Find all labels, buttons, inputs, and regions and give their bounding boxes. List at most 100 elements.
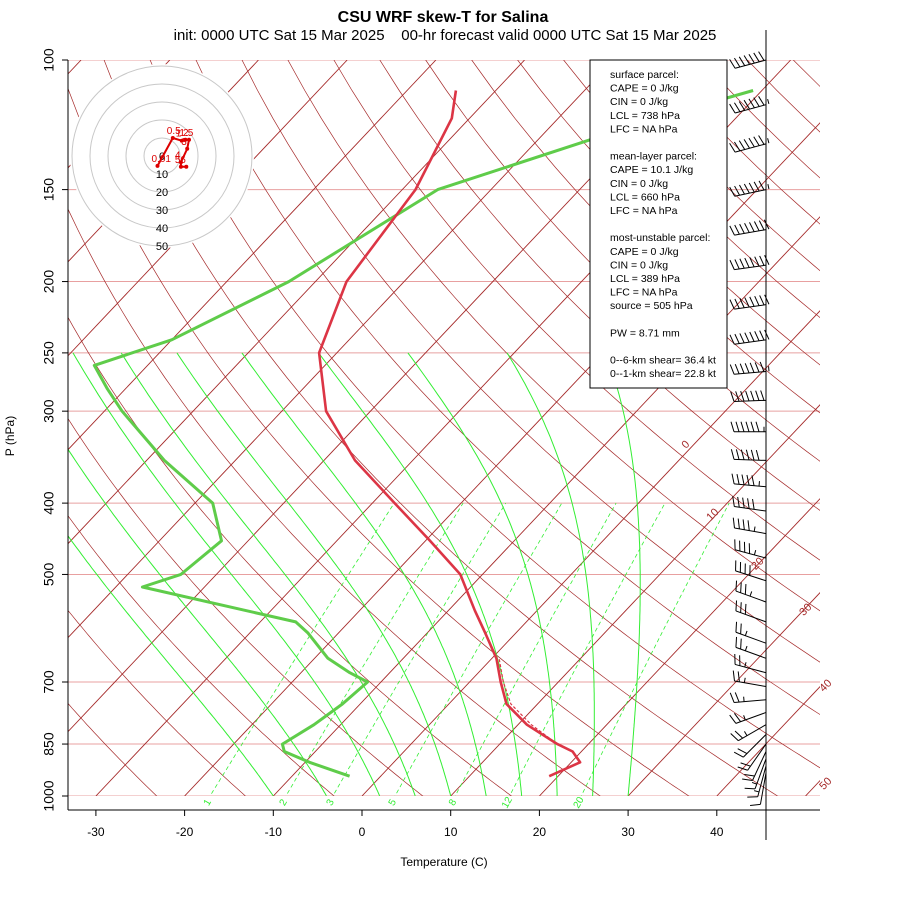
- x-tick-label: 20: [533, 825, 547, 839]
- mixing-ratio-line: [580, 502, 730, 796]
- isotherm-line: [68, 60, 703, 733]
- dry-adiabat: [68, 702, 158, 796]
- wind-barb: [732, 517, 767, 535]
- isotherm-line: [68, 60, 437, 451]
- info-box-line: CIN = 0 J/kg: [610, 178, 668, 190]
- y-tick-label: 250: [41, 341, 57, 365]
- isotherm-line: [68, 60, 525, 545]
- dry-adiabat: [195, 60, 820, 715]
- hodograph-ring: [107, 101, 217, 211]
- wind-barb: [735, 600, 767, 623]
- isotherm-line: [68, 60, 614, 639]
- hodograph-point: [185, 146, 190, 151]
- dry-adiabat: [792, 60, 820, 87]
- y-tick-label: 1000: [41, 780, 57, 811]
- info-box-line: CAPE = 10.1 J/kg: [610, 164, 693, 176]
- y-tick-label: 500: [41, 563, 57, 587]
- dry-adiabat: [149, 60, 820, 769]
- x-tick-label: -30: [87, 825, 105, 839]
- moist-adiabat: [176, 352, 452, 796]
- isotherm-line: [627, 592, 820, 796]
- hodograph-ring-label: 20: [156, 187, 168, 199]
- isotherm-line: [272, 216, 820, 796]
- moist-adiabat: [68, 448, 327, 796]
- hodograph-point: [178, 164, 183, 169]
- parcel-trace: [498, 658, 558, 745]
- y-tick-label: 300: [41, 399, 57, 423]
- wind-barb: [730, 390, 767, 402]
- mixing-ratio-line: [209, 502, 395, 796]
- dry-adiabat: [471, 60, 820, 414]
- info-box-line: source = 505 hPa: [610, 300, 693, 312]
- y-tick-label: 850: [41, 732, 57, 756]
- y-tick-label: 700: [41, 670, 57, 694]
- mixing-ratio-label: 20: [572, 795, 587, 811]
- hodograph-point: [187, 137, 191, 142]
- x-tick-label: 10: [444, 825, 458, 839]
- wind-barb: [735, 580, 767, 603]
- mixing-ratio-line: [332, 502, 507, 796]
- info-box-line: LCL = 389 hPa: [610, 273, 680, 285]
- chart-subtitle: init: 0000 UTC Sat 15 Mar 2025 00-hr for…: [174, 27, 717, 44]
- isotherm-label: 10: [704, 506, 721, 523]
- hodograph-point: [155, 163, 160, 168]
- hodograph-height-label: 1.5: [179, 128, 193, 139]
- wind-barb: [729, 692, 767, 704]
- hodograph-height-label: 1: [176, 129, 182, 140]
- hodograph-ring-label: 10: [156, 169, 168, 181]
- wind-barb: [730, 724, 767, 742]
- moist-adiabat: [68, 535, 274, 796]
- info-box-line: CAPE = 0 J/kg: [610, 246, 679, 258]
- mixing-ratio-label: 8: [447, 797, 460, 808]
- dry-adiabat: [68, 515, 335, 796]
- isotherm-line: [184, 122, 820, 796]
- info-box-line: PW = 8.71 mm: [610, 327, 680, 339]
- dry-adiabat: [895, 26, 900, 811]
- wind-barb: [732, 670, 767, 688]
- dry-adiabat: [333, 60, 820, 561]
- dewpoint-curve: [92, 89, 754, 778]
- wind-barb: [733, 734, 767, 758]
- mixing-ratio-label: 12: [500, 795, 515, 811]
- temperature-curve: [317, 90, 582, 778]
- x-tick-label: 30: [621, 825, 635, 839]
- wind-barb: [730, 449, 767, 461]
- isotherm-label: 0: [679, 438, 692, 451]
- mixing-ratio-line: [509, 502, 666, 796]
- hodograph-height-label: 3: [181, 137, 187, 148]
- hodograph-ring-label: 50: [156, 241, 168, 253]
- wind-barb: [730, 421, 766, 433]
- wind-barb: [729, 329, 770, 345]
- info-box-line: LFC = NA hPa: [610, 123, 678, 135]
- hodograph-point: [178, 160, 183, 165]
- isotherm-line: [361, 310, 820, 796]
- wind-barb: [729, 219, 770, 236]
- wind-barb: [735, 621, 767, 644]
- moist-adiabat: [407, 352, 558, 796]
- wind-barb: [734, 653, 767, 674]
- hodograph-height-label: 5: [175, 155, 181, 166]
- wind-barb: [735, 560, 767, 582]
- dry-adiabat: [103, 60, 779, 796]
- mixing-ratio-line: [285, 502, 464, 796]
- info-box-line: mean-layer parcel:: [610, 151, 697, 163]
- info-box-line: LCL = 660 hPa: [610, 191, 680, 203]
- wind-barb: [742, 751, 767, 781]
- isotherm-label: 50: [817, 775, 834, 792]
- hodograph-height-label: 0.5: [167, 126, 181, 137]
- hodograph-height-label: 2: [183, 128, 189, 139]
- wind-barb: [729, 711, 767, 724]
- dry-adiabat: [806, 26, 900, 811]
- hodograph-ring: [143, 137, 181, 175]
- mixing-ratio-label: 5: [387, 797, 400, 808]
- moist-adiabat: [120, 352, 416, 796]
- info-box-line: most-unstable parcel:: [610, 232, 710, 244]
- hodograph-height-label: 4: [175, 150, 181, 161]
- wind-barb: [729, 294, 770, 310]
- info-box-line: CAPE = 0 J/kg: [610, 83, 679, 95]
- wind-barb: [729, 51, 767, 69]
- hodograph-ring-label: 30: [156, 205, 168, 217]
- info-box-line: CIN = 0 J/kg: [610, 259, 668, 271]
